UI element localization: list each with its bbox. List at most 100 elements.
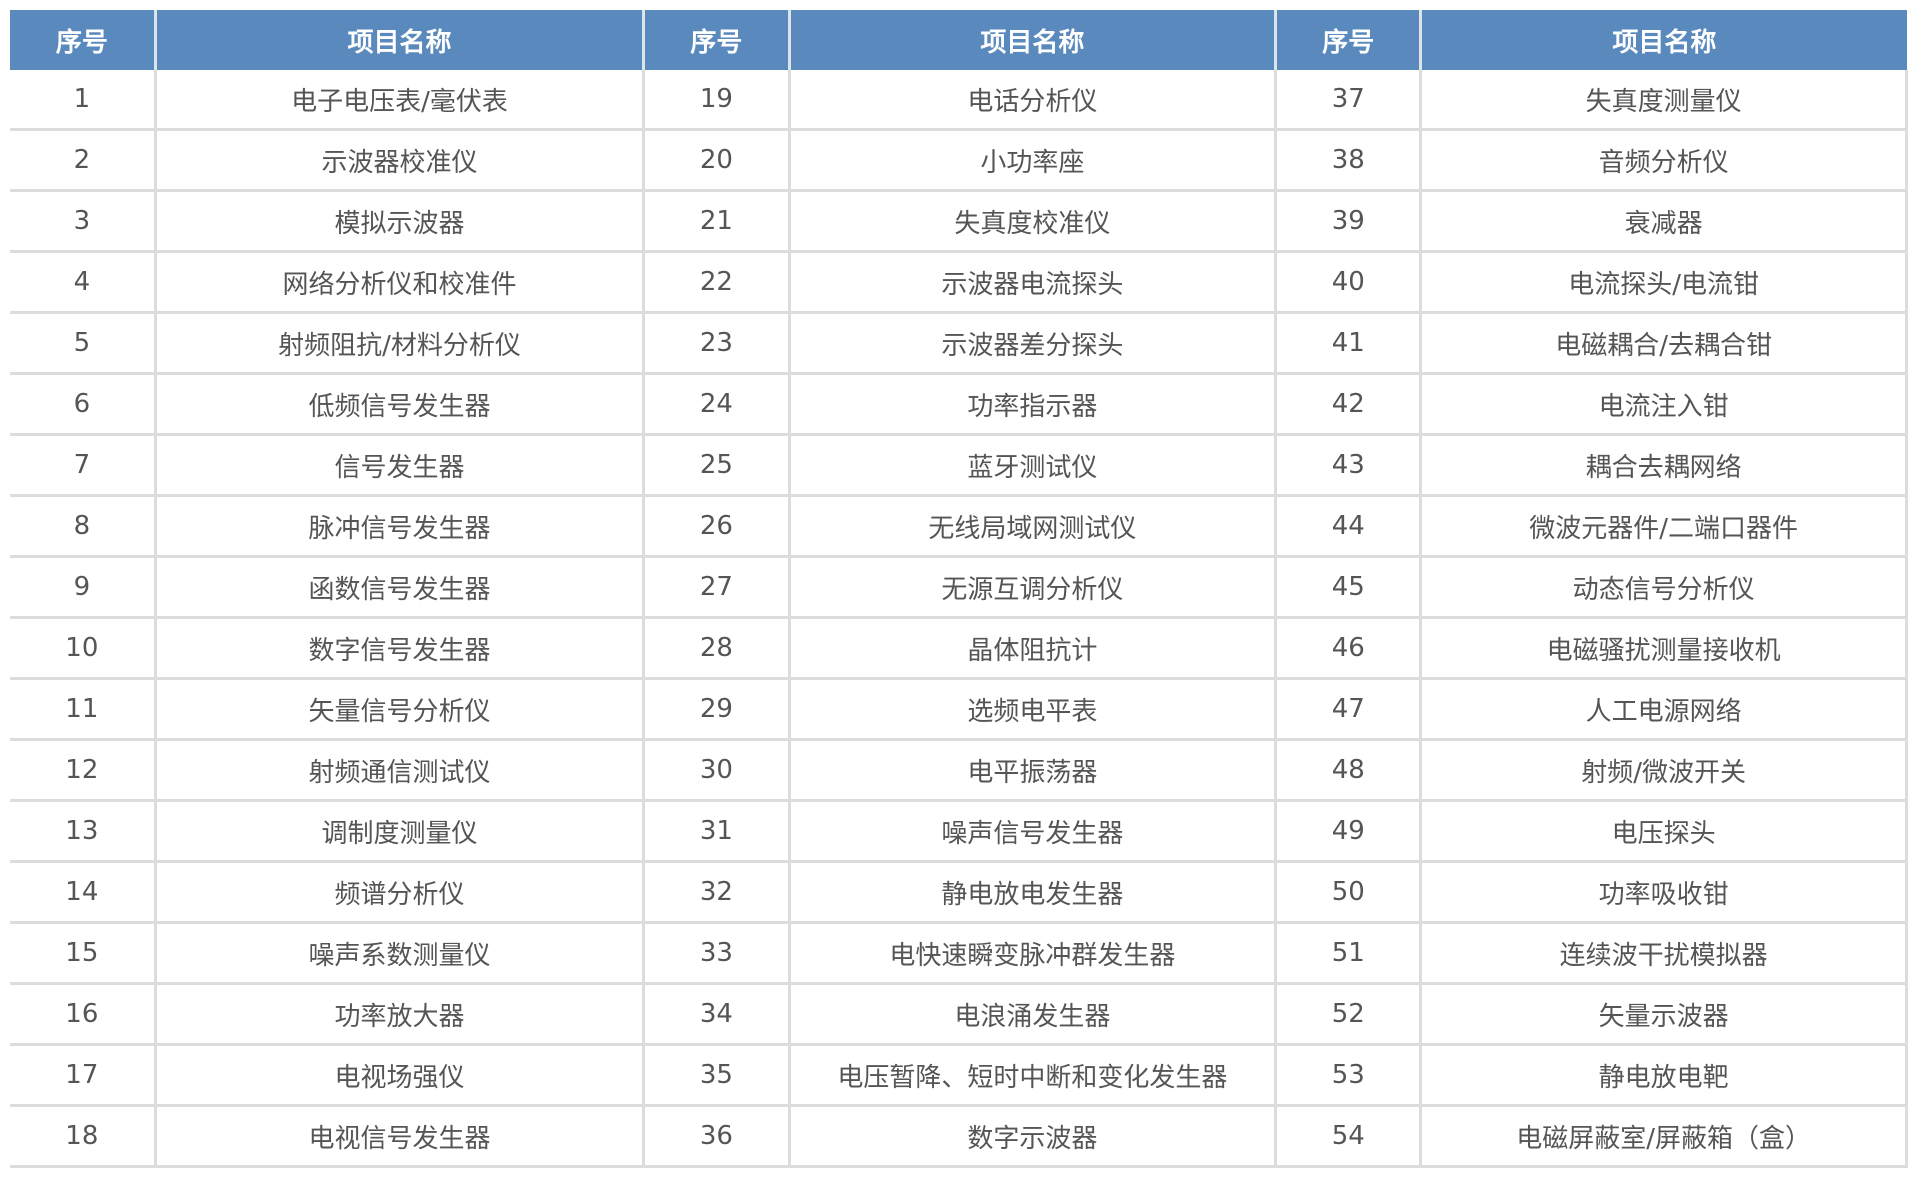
table-row: 16 功率放大器 34 电浪涌发生器 52 矢量示波器 bbox=[10, 983, 1908, 1046]
cell-index: 43 bbox=[1275, 434, 1423, 497]
cell-index: 33 bbox=[643, 922, 791, 985]
cell-item-name: 音频分析仪 bbox=[1420, 129, 1908, 192]
header-name: 项目名称 bbox=[789, 10, 1278, 70]
header-index: 序号 bbox=[1275, 10, 1423, 70]
table-row: 5 射频阻抗/材料分析仪 23 示波器差分探头 41 电磁耦合/去耦合钳 bbox=[10, 312, 1908, 375]
cell-index: 25 bbox=[643, 434, 791, 497]
cell-item-name: 衰减器 bbox=[1420, 190, 1908, 253]
cell-index: 50 bbox=[1275, 861, 1423, 924]
cell-index: 38 bbox=[1275, 129, 1423, 192]
cell-item-name: 连续波干扰模拟器 bbox=[1420, 922, 1908, 985]
table-row: 10 数字信号发生器 28 晶体阻抗计 46 电磁骚扰测量接收机 bbox=[10, 617, 1908, 680]
cell-index: 37 bbox=[1275, 70, 1423, 131]
cell-index: 24 bbox=[643, 373, 791, 436]
cell-item-name: 噪声信号发生器 bbox=[789, 800, 1278, 863]
cell-item-name: 电浪涌发生器 bbox=[789, 983, 1278, 1046]
cell-item-name: 微波元器件/二端口器件 bbox=[1420, 495, 1908, 558]
cell-item-name: 小功率座 bbox=[789, 129, 1278, 192]
table-row: 11 矢量信号分析仪 29 选频电平表 47 人工电源网络 bbox=[10, 678, 1908, 741]
table-row: 6 低频信号发生器 24 功率指示器 42 电流注入钳 bbox=[10, 373, 1908, 436]
cell-index: 42 bbox=[1275, 373, 1423, 436]
cell-index: 17 bbox=[10, 1044, 157, 1107]
cell-item-name: 电话分析仪 bbox=[789, 70, 1278, 131]
cell-index: 26 bbox=[643, 495, 791, 558]
cell-item-name: 功率吸收钳 bbox=[1420, 861, 1908, 924]
cell-item-name: 模拟示波器 bbox=[155, 190, 646, 253]
cell-item-name: 功率放大器 bbox=[155, 983, 646, 1046]
cell-index: 28 bbox=[643, 617, 791, 680]
cell-item-name: 失真度校准仪 bbox=[789, 190, 1278, 253]
cell-index: 31 bbox=[643, 800, 791, 863]
header-index: 序号 bbox=[643, 10, 791, 70]
cell-index: 51 bbox=[1275, 922, 1423, 985]
cell-item-name: 数字信号发生器 bbox=[155, 617, 646, 680]
cell-item-name: 电快速瞬变脉冲群发生器 bbox=[789, 922, 1278, 985]
table-row: 2 示波器校准仪 20 小功率座 38 音频分析仪 bbox=[10, 129, 1908, 192]
cell-item-name: 矢量示波器 bbox=[1420, 983, 1908, 1046]
cell-index: 53 bbox=[1275, 1044, 1423, 1107]
cell-item-name: 静电放电靶 bbox=[1420, 1044, 1908, 1107]
cell-index: 30 bbox=[643, 739, 791, 802]
header-index: 序号 bbox=[10, 10, 157, 70]
table-row: 8 脉冲信号发生器 26 无线局域网测试仪 44 微波元器件/二端口器件 bbox=[10, 495, 1908, 558]
cell-item-name: 耦合去耦网络 bbox=[1420, 434, 1908, 497]
cell-item-name: 示波器电流探头 bbox=[789, 251, 1278, 314]
cell-item-name: 电压暂降、短时中断和变化发生器 bbox=[789, 1044, 1278, 1107]
header-name: 项目名称 bbox=[1420, 10, 1907, 70]
cell-item-name: 电视信号发生器 bbox=[155, 1105, 646, 1168]
cell-index: 14 bbox=[10, 861, 157, 924]
cell-item-name: 网络分析仪和校准件 bbox=[155, 251, 646, 314]
cell-item-name: 低频信号发生器 bbox=[155, 373, 646, 436]
cell-item-name: 电磁耦合/去耦合钳 bbox=[1420, 312, 1908, 375]
cell-item-name: 函数信号发生器 bbox=[155, 556, 646, 619]
cell-index: 3 bbox=[10, 190, 157, 253]
cell-index: 45 bbox=[1275, 556, 1423, 619]
cell-index: 29 bbox=[643, 678, 791, 741]
cell-item-name: 电平振荡器 bbox=[789, 739, 1278, 802]
cell-item-name: 射频通信测试仪 bbox=[155, 739, 646, 802]
table-row: 17 电视场强仪 35 电压暂降、短时中断和变化发生器 53 静电放电靶 bbox=[10, 1044, 1908, 1107]
cell-index: 20 bbox=[643, 129, 791, 192]
cell-item-name: 电子电压表/毫伏表 bbox=[155, 70, 646, 131]
cell-index: 11 bbox=[10, 678, 157, 741]
cell-index: 21 bbox=[643, 190, 791, 253]
table-row: 12 射频通信测试仪 30 电平振荡器 48 射频/微波开关 bbox=[10, 739, 1908, 802]
cell-item-name: 示波器差分探头 bbox=[789, 312, 1278, 375]
cell-index: 19 bbox=[643, 70, 791, 131]
cell-item-name: 晶体阻抗计 bbox=[789, 617, 1278, 680]
cell-item-name: 电流注入钳 bbox=[1420, 373, 1908, 436]
cell-index: 40 bbox=[1275, 251, 1423, 314]
cell-index: 23 bbox=[643, 312, 791, 375]
cell-index: 9 bbox=[10, 556, 157, 619]
cell-index: 7 bbox=[10, 434, 157, 497]
instrument-table: 序号 项目名称 序号 项目名称 序号 项目名称 1 电子电压表/毫伏表 19 电话分析… bbox=[10, 10, 1908, 1168]
table-row: 1 电子电压表/毫伏表 19 电话分析仪 37 失真度测量仪 bbox=[10, 70, 1908, 131]
cell-index: 44 bbox=[1275, 495, 1423, 558]
table-row: 4 网络分析仪和校准件 22 示波器电流探头 40 电流探头/电流钳 bbox=[10, 251, 1908, 314]
cell-index: 18 bbox=[10, 1105, 157, 1168]
cell-item-name: 脉冲信号发生器 bbox=[155, 495, 646, 558]
cell-item-name: 电磁屏蔽室/屏蔽箱（盒） bbox=[1420, 1105, 1908, 1168]
cell-index: 16 bbox=[10, 983, 157, 1046]
cell-index: 2 bbox=[10, 129, 157, 192]
cell-item-name: 电视场强仪 bbox=[155, 1044, 646, 1107]
table-row: 9 函数信号发生器 27 无源互调分析仪 45 动态信号分析仪 bbox=[10, 556, 1908, 619]
cell-index: 46 bbox=[1275, 617, 1423, 680]
cell-item-name: 人工电源网络 bbox=[1420, 678, 1908, 741]
cell-index: 41 bbox=[1275, 312, 1423, 375]
cell-item-name: 静电放电发生器 bbox=[789, 861, 1278, 924]
cell-item-name: 无线局域网测试仪 bbox=[789, 495, 1278, 558]
table-row: 14 频谱分析仪 32 静电放电发生器 50 功率吸收钳 bbox=[10, 861, 1908, 924]
cell-index: 15 bbox=[10, 922, 157, 985]
cell-index: 35 bbox=[643, 1044, 791, 1107]
cell-item-name: 蓝牙测试仪 bbox=[789, 434, 1278, 497]
cell-index: 5 bbox=[10, 312, 157, 375]
cell-index: 6 bbox=[10, 373, 157, 436]
cell-item-name: 选频电平表 bbox=[789, 678, 1278, 741]
cell-item-name: 功率指示器 bbox=[789, 373, 1278, 436]
header-name: 项目名称 bbox=[155, 10, 646, 70]
cell-item-name: 电流探头/电流钳 bbox=[1420, 251, 1908, 314]
cell-item-name: 无源互调分析仪 bbox=[789, 556, 1278, 619]
cell-index: 34 bbox=[643, 983, 791, 1046]
cell-index: 52 bbox=[1275, 983, 1423, 1046]
